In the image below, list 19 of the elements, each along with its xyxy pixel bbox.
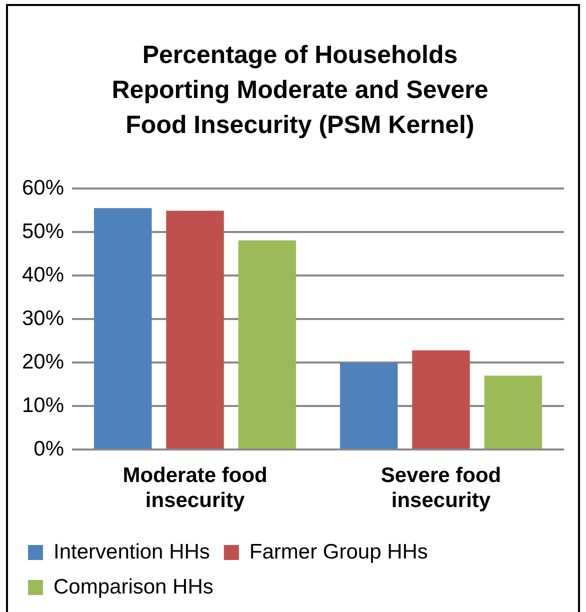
y-tick-label: 30%	[22, 306, 64, 330]
chart-title: Percentage of Households Reporting Moderate and Severe Food Insecurity (PSM Kernel)	[110, 40, 490, 141]
y-tick-label: 60%	[22, 176, 64, 200]
legend-label: Intervention HHs	[54, 540, 210, 564]
bar	[412, 350, 470, 449]
y-tick-label: 50%	[22, 220, 64, 243]
bar	[484, 376, 542, 449]
bar	[238, 240, 296, 449]
bar	[166, 210, 224, 449]
x-tick-label: Moderate food insecurity	[122, 464, 268, 512]
y-tick-label: 0%	[34, 437, 64, 460]
y-tick-label: 20%	[22, 350, 64, 374]
legend-label: Comparison HHs	[54, 575, 214, 598]
legend-label: Farmer Group HHs	[249, 540, 428, 564]
y-tick-label: 40%	[22, 263, 64, 286]
bar	[340, 363, 398, 449]
y-tick-label: 10%	[22, 394, 64, 417]
x-tick-label: Severe food insecurity	[380, 464, 502, 512]
bar	[94, 208, 152, 449]
